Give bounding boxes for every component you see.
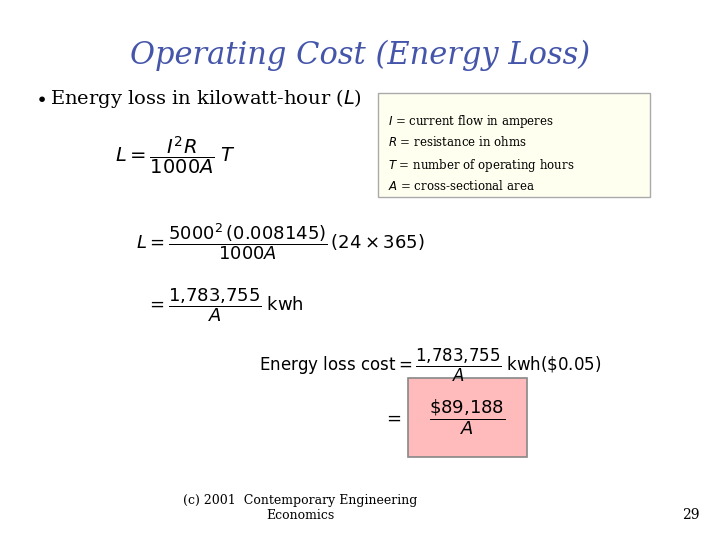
Text: $=$: $=$ — [383, 408, 402, 427]
Text: $\mathrm{Energy\ loss\ cost} = \dfrac{1{,}783{,}755}{A}\;\mathrm{kwh}(\$0.05)$: $\mathrm{Energy\ loss\ cost} = \dfrac{1{… — [258, 346, 601, 383]
FancyBboxPatch shape — [408, 378, 527, 457]
Text: $L = \dfrac{I^{2}R}{1000A}\;T$: $L = \dfrac{I^{2}R}{1000A}\;T$ — [114, 134, 235, 176]
Text: $\mathit{R}$ = resistance in ohms: $\mathit{R}$ = resistance in ohms — [388, 135, 526, 149]
Text: $= \dfrac{1{,}783{,}755}{A}\;\mathrm{kwh}$: $= \dfrac{1{,}783{,}755}{A}\;\mathrm{kwh… — [146, 286, 304, 324]
Text: $L = \dfrac{5000^{2}\,(0.008145)}{1000A}\,(24 \times 365)$: $L = \dfrac{5000^{2}\,(0.008145)}{1000A}… — [136, 221, 424, 262]
Text: $\mathit{T}$ = number of operating hours: $\mathit{T}$ = number of operating hours — [388, 157, 575, 174]
Text: $\mathit{I}$ = current flow in amperes: $\mathit{I}$ = current flow in amperes — [388, 113, 554, 130]
Text: $\bullet$: $\bullet$ — [35, 89, 46, 107]
Text: Energy loss in kilowatt-hour ($L$): Energy loss in kilowatt-hour ($L$) — [50, 86, 362, 110]
Text: (c) 2001  Contemporary Engineering
Economics: (c) 2001 Contemporary Engineering Econom… — [183, 494, 417, 522]
FancyBboxPatch shape — [378, 93, 650, 197]
Text: $\dfrac{\$89{,}188}{A}$: $\dfrac{\$89{,}188}{A}$ — [429, 397, 505, 437]
Text: Operating Cost (Energy Loss): Operating Cost (Energy Loss) — [130, 40, 590, 71]
Text: 29: 29 — [683, 508, 700, 522]
Text: $\mathit{A}$ = cross-sectional area: $\mathit{A}$ = cross-sectional area — [388, 179, 535, 193]
